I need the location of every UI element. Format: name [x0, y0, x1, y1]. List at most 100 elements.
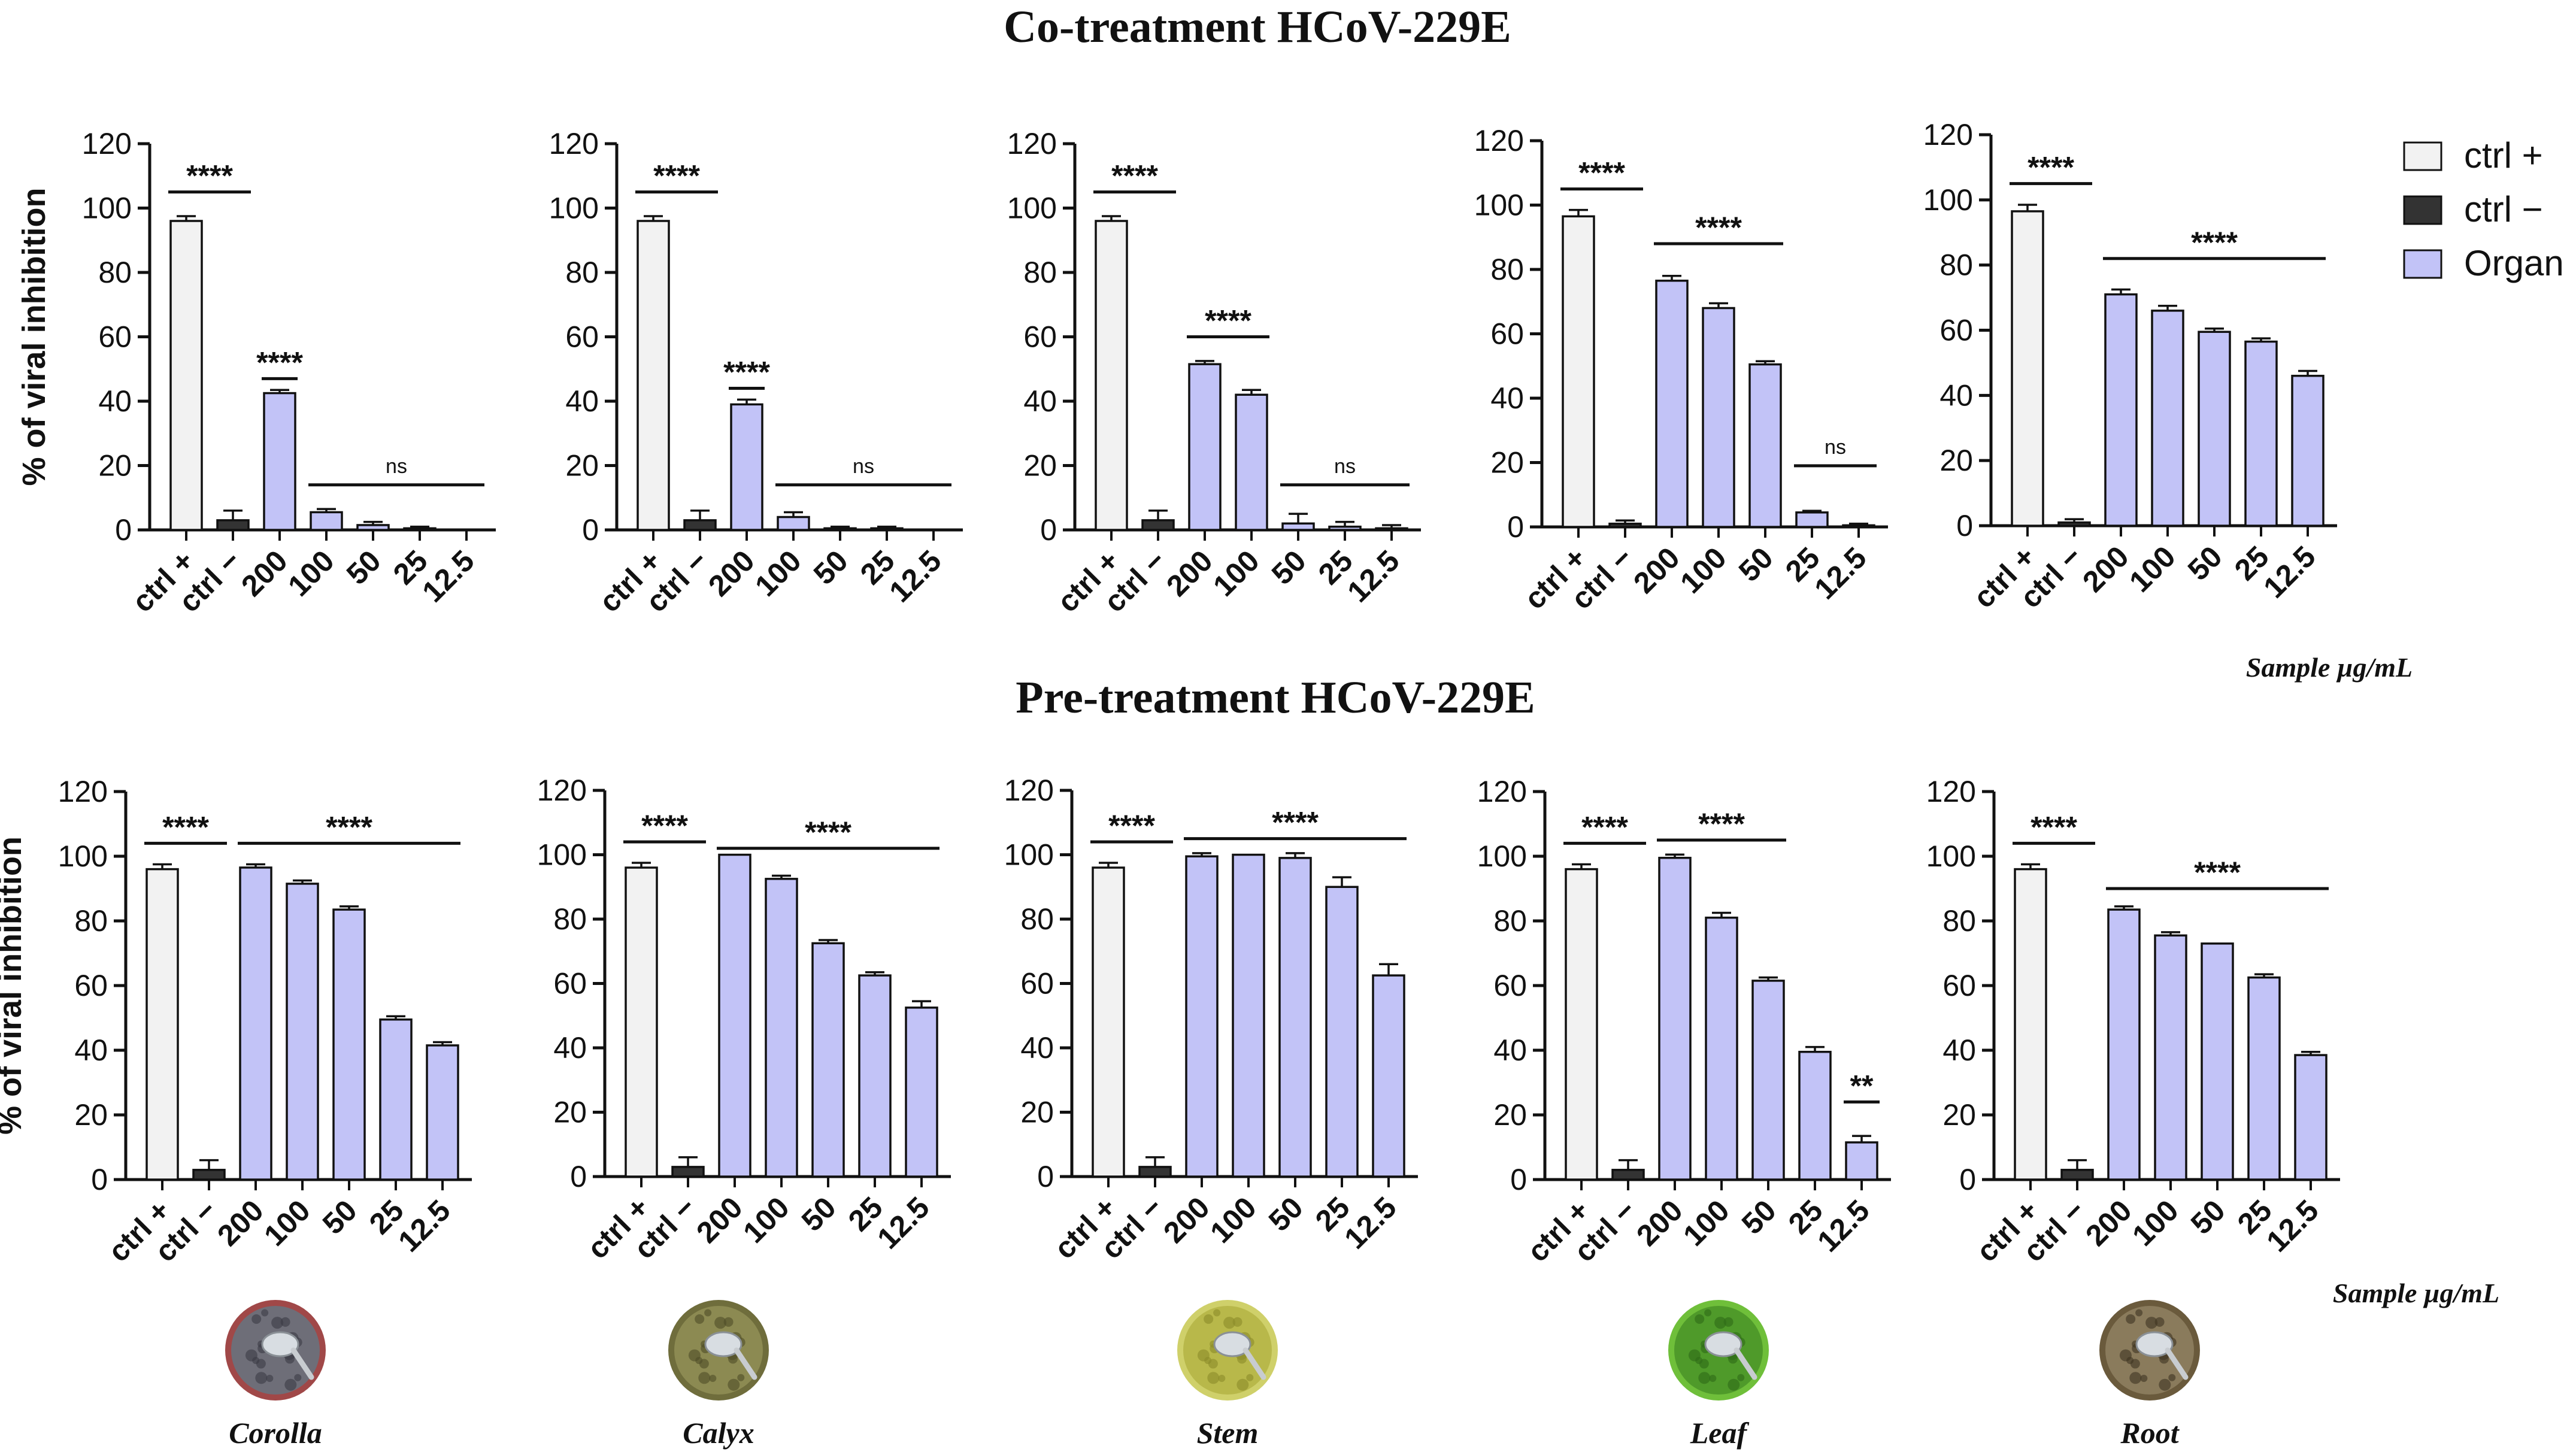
- y-tick-label: 60: [565, 320, 599, 354]
- x-tick-label: 200: [2079, 1193, 2138, 1253]
- significance-label: ns: [853, 455, 874, 478]
- bar: [718, 853, 751, 1178]
- significance-label: ****: [186, 159, 233, 193]
- y-tick-label: 80: [1493, 904, 1527, 938]
- bar: [1658, 856, 1692, 1181]
- y-tick-label: 0: [1956, 509, 1973, 542]
- y-tick-label: 40: [1490, 381, 1524, 415]
- unit-label-row2: Sample µg/mL: [2333, 1278, 2499, 1308]
- bar: [671, 1166, 705, 1178]
- y-tick-label: 20: [1939, 444, 1973, 477]
- bar: [823, 527, 857, 531]
- bar: [1232, 853, 1265, 1178]
- x-tick-label: 100: [1207, 544, 1266, 603]
- organ-sample-image: [1668, 1300, 1769, 1401]
- organ-label: Stem: [1197, 1416, 1259, 1450]
- bar: [332, 908, 366, 1181]
- organ-sample-image: [1177, 1300, 1278, 1401]
- y-tick-label: 20: [553, 1096, 587, 1129]
- bar: [730, 403, 763, 531]
- y-tick-label: 40: [74, 1033, 108, 1067]
- y-tick-label: 20: [74, 1098, 108, 1132]
- y-tick-label: 100: [1007, 192, 1057, 225]
- y-tick-label: 20: [1942, 1098, 1976, 1132]
- y-tick-label: 100: [549, 192, 599, 225]
- y-tick-label: 120: [1923, 118, 1973, 151]
- y-tick-label: 80: [1490, 253, 1524, 286]
- bar: [310, 511, 343, 531]
- x-tick-label: 12.5: [1341, 544, 1405, 608]
- significance-label: ****: [2028, 151, 2074, 184]
- y-axis-label: % of viral inhibition: [0, 836, 28, 1135]
- bar: [356, 524, 390, 531]
- x-tick-label: 12.5: [1338, 1190, 1402, 1255]
- bar: [216, 519, 250, 531]
- y-tick-label: 80: [565, 256, 599, 289]
- y-tick-label: 40: [1493, 1033, 1527, 1067]
- x-tick-label: 50: [1732, 541, 1780, 588]
- legend-swatch: [2403, 249, 2442, 279]
- y-tick-label: 80: [1942, 904, 1976, 938]
- y-tick-label: 80: [1020, 902, 1054, 936]
- bar: [2060, 1169, 2094, 1181]
- y-tick-label: 60: [1023, 320, 1057, 354]
- bar: [1562, 215, 1595, 528]
- spatula-icon: [704, 1331, 743, 1357]
- x-tick-label: 12.5: [871, 1190, 935, 1255]
- significance-label: ns: [1334, 455, 1356, 478]
- y-tick-label: 20: [565, 449, 599, 483]
- y-tick-label: 40: [553, 1031, 587, 1065]
- significance-label: ****: [1205, 304, 1251, 338]
- legend-label: Organ: [2464, 243, 2564, 283]
- x-tick-label: 50: [807, 544, 854, 591]
- y-tick-label: 60: [1490, 317, 1524, 351]
- significance-label: ****: [162, 810, 209, 844]
- legend-swatch: [2403, 195, 2442, 225]
- significance-label: **: [1850, 1069, 1874, 1102]
- bar: [2201, 942, 2234, 1181]
- row2-title: Pre-treatment HCoV-229E: [1016, 672, 1535, 723]
- y-tick-label: 40: [1020, 1031, 1054, 1065]
- x-tick-label: 12.5: [392, 1193, 456, 1258]
- bar: [1372, 974, 1405, 1178]
- y-tick-label: 0: [115, 513, 132, 547]
- y-tick-label: 120: [1474, 124, 1524, 157]
- y-tick-label: 120: [1004, 774, 1054, 807]
- spatula-icon: [261, 1331, 299, 1357]
- x-tick-label: 100: [1677, 1193, 1736, 1253]
- x-tick-label: 100: [257, 1193, 317, 1253]
- y-tick-label: 100: [1923, 183, 1973, 217]
- x-tick-label: 200: [1630, 1193, 1689, 1253]
- organ-sample-image: [225, 1300, 326, 1401]
- organ-samples: Corolla Calyx Stem Leaf Root: [225, 1300, 2200, 1450]
- y-tick-label: 0: [582, 513, 599, 547]
- significance-label: ****: [653, 159, 700, 193]
- y-tick-label: 120: [1926, 775, 1976, 808]
- bar: [1141, 519, 1175, 531]
- y-tick-label: 80: [1023, 256, 1057, 289]
- y-tick-label: 60: [1942, 969, 1976, 1002]
- bar: [192, 1169, 226, 1181]
- bar: [637, 220, 670, 531]
- x-tick-label: 200: [690, 1190, 749, 1250]
- y-tick-label: 100: [82, 192, 132, 225]
- bar: [2198, 331, 2231, 527]
- bar: [2107, 908, 2141, 1181]
- y-tick-label: 40: [565, 384, 599, 418]
- x-tick-label: 100: [737, 1190, 796, 1250]
- bar: [1095, 220, 1128, 531]
- y-tick-label: 20: [1493, 1098, 1527, 1132]
- bar: [1798, 1050, 1832, 1181]
- significance-label: ****: [2191, 226, 2238, 259]
- bar: [2014, 868, 2047, 1181]
- y-tick-label: 0: [1507, 510, 1524, 544]
- y-tick-label: 0: [1040, 513, 1057, 547]
- y-tick-label: 100: [1474, 189, 1524, 222]
- y-tick-label: 60: [98, 320, 132, 354]
- bar: [625, 866, 658, 1178]
- x-tick-label: 50: [1735, 1193, 1783, 1241]
